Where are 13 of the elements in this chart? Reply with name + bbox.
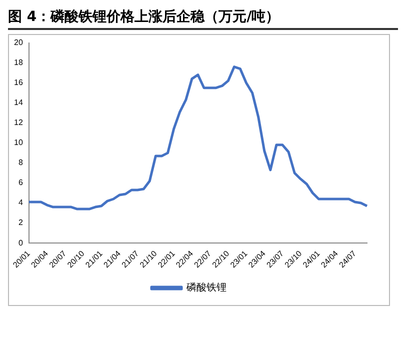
- y-tick-label: 6: [18, 178, 24, 188]
- y-tick-label: 20: [14, 38, 24, 48]
- y-tick-label: 14: [14, 98, 24, 108]
- y-tick-label: 18: [14, 58, 24, 68]
- chart-title: 图 4：磷酸铁锂价格上涨后企稳（万元/吨）: [8, 8, 398, 30]
- y-tick-label: 16: [14, 78, 24, 88]
- y-tick-label: 8: [18, 158, 24, 168]
- y-tick-label: 4: [18, 198, 24, 208]
- y-tick-label: 2: [18, 218, 24, 228]
- legend-label: 磷酸铁锂: [186, 282, 226, 294]
- y-tick-label: 10: [14, 138, 24, 148]
- y-tick-label: 0: [18, 238, 24, 248]
- y-tick-label: 12: [14, 118, 24, 128]
